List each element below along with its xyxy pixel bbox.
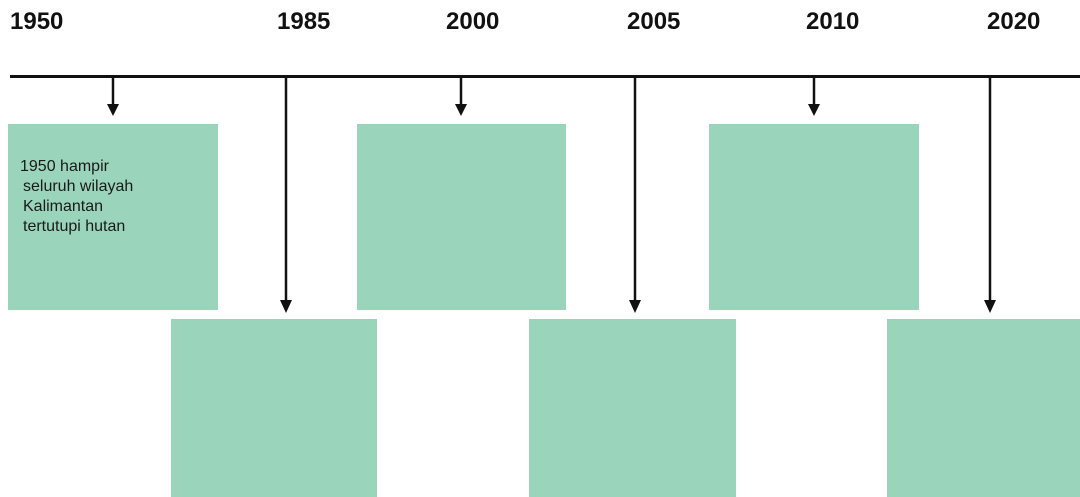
event-text-line: 1950 hampir xyxy=(20,158,109,175)
timeline-axis-line xyxy=(10,75,1080,78)
event-text-line: tertutupi hutan xyxy=(23,218,126,235)
arrow-1950 xyxy=(107,77,119,116)
event-text-1950: 1950 hampir seluruh wilayah Kalimantan t… xyxy=(20,157,205,237)
event-box-2020 xyxy=(887,319,1080,497)
year-label-2005: 2005 xyxy=(627,8,681,35)
event-box-1950: 1950 hampir seluruh wilayah Kalimantan t… xyxy=(8,124,218,310)
year-label-1985: 1985 xyxy=(277,8,331,35)
event-box-2005 xyxy=(529,319,736,497)
year-label-1950: 1950 xyxy=(10,8,64,35)
arrow-1985 xyxy=(280,77,292,313)
event-box-2000 xyxy=(357,124,566,310)
arrow-2005 xyxy=(629,77,641,313)
arrow-2020 xyxy=(984,77,996,313)
arrow-2000 xyxy=(455,77,467,116)
arrow-2010 xyxy=(808,77,820,116)
event-box-2010 xyxy=(709,124,919,310)
event-text-line: Kalimantan xyxy=(23,198,104,215)
event-text-line: seluruh wilayah xyxy=(23,178,134,195)
year-label-2010: 2010 xyxy=(806,8,860,35)
year-label-2020: 2020 xyxy=(987,8,1041,35)
year-label-2000: 2000 xyxy=(446,8,500,35)
event-box-1985 xyxy=(171,319,377,497)
